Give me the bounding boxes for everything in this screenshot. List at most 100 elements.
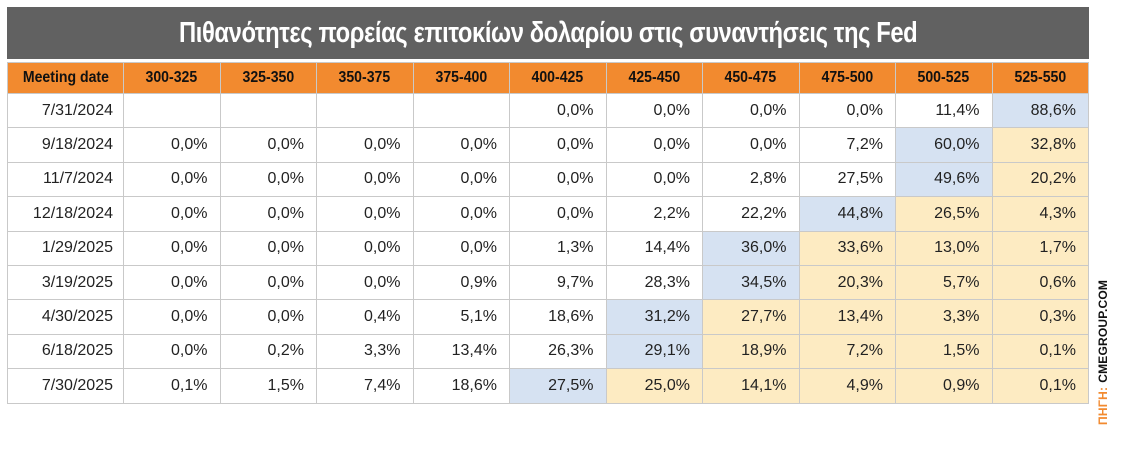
probability-cell: 1,5% bbox=[219, 368, 317, 404]
probability-cell: 27,5% bbox=[798, 161, 896, 198]
probability-cell: 0,0% bbox=[412, 230, 510, 266]
probability-cell: 13,0% bbox=[895, 230, 993, 266]
probability-cell: 0,0% bbox=[509, 196, 607, 232]
probability-cell: 60,0% bbox=[895, 127, 993, 163]
source-note: ΠΗΓΗ: CMEGROUP.COM bbox=[1096, 280, 1110, 425]
probability-cell: 0,0% bbox=[219, 161, 317, 198]
probability-cell: 0,0% bbox=[509, 161, 607, 198]
probability-cell bbox=[219, 92, 317, 129]
probability-cell: 18,6% bbox=[412, 368, 510, 404]
source-value: CMEGROUP.COM bbox=[1096, 279, 1110, 383]
probability-cell: 0,9% bbox=[895, 368, 993, 404]
table-row: 11/7/2024 0,0% 0,0% 0,0% 0,0% 0,0% 0,0% 2,8% 27,… bbox=[7, 161, 1089, 198]
probability-cell: 0,4% bbox=[316, 299, 414, 335]
probability-cell: 31,2% bbox=[605, 299, 703, 335]
header-label: 525-550 bbox=[1014, 69, 1067, 86]
probability-cell: 44,8% bbox=[798, 196, 896, 232]
probability-cell: 5,1% bbox=[412, 299, 510, 335]
probability-cell: 0,0% bbox=[509, 92, 607, 129]
probability-cell: 22,2% bbox=[702, 196, 800, 232]
probability-cell: 0,1% bbox=[123, 368, 221, 404]
probability-cell: 1,7% bbox=[991, 230, 1089, 266]
table-row: 12/18/2024 0,0% 0,0% 0,0% 0,0% 0,0% 2,2% 22,2% 4… bbox=[7, 196, 1089, 232]
header-rate-range: 450-475 bbox=[702, 62, 800, 94]
probability-cell bbox=[123, 92, 221, 129]
header-rate-range: 325-350 bbox=[219, 62, 317, 94]
probability-cell: 0,0% bbox=[798, 92, 896, 129]
probability-cell: 0,0% bbox=[123, 333, 221, 370]
probability-cell: 13,4% bbox=[412, 333, 510, 370]
source-label: ΠΗΓΗ: bbox=[1096, 386, 1110, 425]
probability-cell: 0,0% bbox=[605, 92, 703, 129]
probability-cell: 49,6% bbox=[895, 161, 993, 198]
probability-cell: 0,0% bbox=[412, 161, 510, 198]
probability-cell: 27,5% bbox=[509, 368, 607, 404]
probability-cell: 0,0% bbox=[123, 299, 221, 335]
meeting-date-cell: 3/19/2025 bbox=[7, 264, 124, 301]
table-row: 9/18/2024 0,0% 0,0% 0,0% 0,0% 0,0% 0,0% 0,0% 7,2… bbox=[7, 127, 1089, 163]
probability-cell: 0,0% bbox=[123, 264, 221, 301]
header-rate-range: 525-550 bbox=[991, 62, 1089, 94]
header-label: Meeting date bbox=[22, 69, 109, 86]
probability-cell: 7,2% bbox=[798, 333, 896, 370]
probability-cell: 2,8% bbox=[702, 161, 800, 198]
probability-cell: 0,0% bbox=[219, 230, 317, 266]
probability-cell: 88,6% bbox=[991, 92, 1089, 129]
probability-cell: 14,1% bbox=[702, 368, 800, 404]
probability-cell: 0,0% bbox=[219, 127, 317, 163]
meeting-date-cell: 1/29/2025 bbox=[7, 230, 124, 266]
probability-cell: 36,0% bbox=[702, 230, 800, 266]
header-rate-range: 300-325 bbox=[123, 62, 221, 94]
probability-cell: 34,5% bbox=[702, 264, 800, 301]
probability-cell: 7,2% bbox=[798, 127, 896, 163]
probability-cell: 28,3% bbox=[605, 264, 703, 301]
probability-cell: 0,0% bbox=[219, 299, 317, 335]
probability-cell: 20,2% bbox=[991, 161, 1089, 198]
probability-cell: 0,0% bbox=[316, 127, 414, 163]
probability-cell: 0,0% bbox=[412, 127, 510, 163]
probability-cell: 9,7% bbox=[509, 264, 607, 301]
header-label: 425-450 bbox=[628, 69, 681, 86]
probability-cell: 0,0% bbox=[123, 161, 221, 198]
table-row: 3/19/2025 0,0% 0,0% 0,0% 0,9% 9,7% 28,3% 34,5% 2… bbox=[7, 264, 1089, 301]
probability-cell: 33,6% bbox=[798, 230, 896, 266]
probability-cell: 1,3% bbox=[509, 230, 607, 266]
probability-cell: 32,8% bbox=[991, 127, 1089, 163]
probability-cell: 0,0% bbox=[219, 196, 317, 232]
probability-cell: 18,9% bbox=[702, 333, 800, 370]
probability-cell bbox=[412, 92, 510, 129]
probability-cell: 26,5% bbox=[895, 196, 993, 232]
table-row: 7/30/2025 0,1% 1,5% 7,4% 18,6% 27,5% 25,0% 14,1… bbox=[7, 368, 1089, 404]
table-row: 6/18/2025 0,0% 0,2% 3,3% 13,4% 26,3% 29,1% 18,9… bbox=[7, 333, 1089, 370]
probability-cell: 18,6% bbox=[509, 299, 607, 335]
header-rate-range: 425-450 bbox=[605, 62, 703, 94]
header-rate-range: 375-400 bbox=[412, 62, 510, 94]
probability-cell: 7,4% bbox=[316, 368, 414, 404]
probability-cell: 20,3% bbox=[798, 264, 896, 301]
table-header-row: Meeting date 300-325 325-350 350-375 375-400… bbox=[7, 62, 1089, 94]
probability-cell: 0,9% bbox=[412, 264, 510, 301]
probability-cell: 5,7% bbox=[895, 264, 993, 301]
probability-cell: 0,3% bbox=[991, 299, 1089, 335]
meeting-date-cell: 12/18/2024 bbox=[7, 196, 124, 232]
probability-cell: 1,5% bbox=[895, 333, 993, 370]
probability-cell: 0,0% bbox=[123, 196, 221, 232]
probability-cell: 0,0% bbox=[123, 127, 221, 163]
header-rate-range: 475-500 bbox=[798, 62, 896, 94]
probability-cell: 3,3% bbox=[316, 333, 414, 370]
header-label: 300-325 bbox=[145, 69, 198, 86]
probability-cell: 0,0% bbox=[316, 264, 414, 301]
header-label: 450-475 bbox=[724, 69, 777, 86]
meeting-date-cell: 6/18/2025 bbox=[7, 333, 124, 370]
probability-cell: 14,4% bbox=[605, 230, 703, 266]
probability-cell: 3,3% bbox=[895, 299, 993, 335]
probability-cell: 0,0% bbox=[702, 127, 800, 163]
probability-cell: 0,0% bbox=[219, 264, 317, 301]
header-label: 375-400 bbox=[435, 69, 488, 86]
probability-cell: 27,7% bbox=[702, 299, 800, 335]
header-label: 400-425 bbox=[531, 69, 584, 86]
probability-table-container: Meeting date 300-325 325-350 350-375 375-400… bbox=[7, 62, 1089, 404]
probability-cell: 0,0% bbox=[605, 161, 703, 198]
probability-cell: 0,0% bbox=[509, 127, 607, 163]
probability-cell: 0,1% bbox=[991, 368, 1089, 404]
